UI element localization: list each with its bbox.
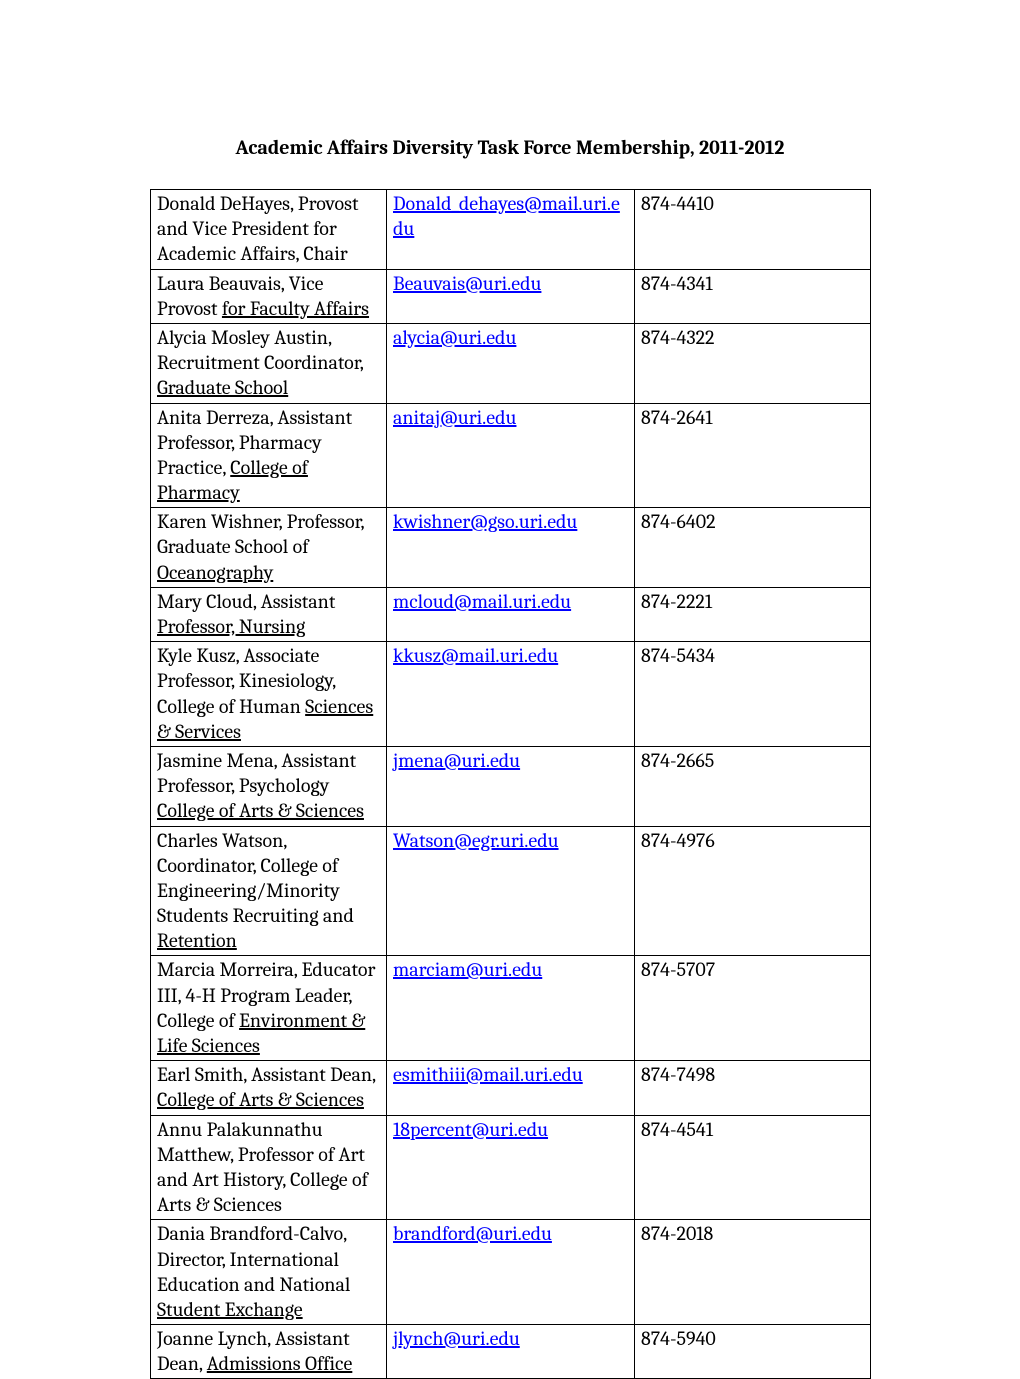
membership-table: Donald DeHayes, Provost and Vice Preside… <box>150 189 871 1379</box>
email-link[interactable]: brandford@uri.edu <box>393 1222 552 1245</box>
email-link[interactable]: anitaj@uri.edu <box>393 406 516 429</box>
document-page: Academic Affairs Diversity Task Force Me… <box>0 0 1020 1320</box>
email-link[interactable]: 18percent@uri.edu <box>393 1118 548 1141</box>
email-cell: 18percent@uri.edu <box>387 1115 635 1220</box>
phone-cell: 874-5940 <box>635 1325 871 1379</box>
email-cell: kwishner@gso.uri.edu <box>387 508 635 588</box>
email-cell: marciam@uri.edu <box>387 956 635 1061</box>
table-row: Charles Watson, Coordinator, College of … <box>151 826 871 956</box>
email-cell: Watson@egr.uri.edu <box>387 826 635 956</box>
name-title-cell: Mary Cloud, Assistant Professor, Nursing <box>151 587 387 641</box>
phone-cell: 874-7498 <box>635 1061 871 1115</box>
table-row: Donald DeHayes, Provost and Vice Preside… <box>151 190 871 270</box>
phone-cell: 874-4322 <box>635 323 871 403</box>
email-cell: jmena@uri.edu <box>387 746 635 826</box>
name-title-cell: Joanne Lynch, Assistant Dean, Admissions… <box>151 1325 387 1379</box>
name-title-cell: Earl Smith, Assistant Dean, College of A… <box>151 1061 387 1115</box>
membership-table-body: Donald DeHayes, Provost and Vice Preside… <box>151 190 871 1379</box>
name-title-cell: Charles Watson, Coordinator, College of … <box>151 826 387 956</box>
phone-cell: 874-6402 <box>635 508 871 588</box>
table-row: Jasmine Mena, Assistant Professor, Psych… <box>151 746 871 826</box>
table-row: Kyle Kusz, Associate Professor, Kinesiol… <box>151 642 871 747</box>
table-row: Annu Palakunnathu Matthew, Professor of … <box>151 1115 871 1220</box>
name-title-cell: Marcia Morreira, Educator III, 4-H Progr… <box>151 956 387 1061</box>
name-title-cell: Dania Brandford-Calvo, Director, Interna… <box>151 1220 387 1325</box>
email-cell: kkusz@mail.uri.edu <box>387 642 635 747</box>
name-title-cell: Anita Derreza, Assistant Professor, Phar… <box>151 403 387 508</box>
email-link[interactable]: jmena@uri.edu <box>393 749 520 772</box>
email-cell: alycia@uri.edu <box>387 323 635 403</box>
table-row: Alycia Mosley Austin, Recruitment Coordi… <box>151 323 871 403</box>
phone-cell: 874-4541 <box>635 1115 871 1220</box>
phone-cell: 874-4341 <box>635 269 871 323</box>
email-link[interactable]: mcloud@mail.uri.edu <box>393 590 571 613</box>
name-title-cell: Alycia Mosley Austin, Recruitment Coordi… <box>151 323 387 403</box>
email-cell: Donald_dehayes@mail.uri.edu <box>387 190 635 270</box>
email-cell: brandford@uri.edu <box>387 1220 635 1325</box>
phone-cell: 874-2018 <box>635 1220 871 1325</box>
email-link[interactable]: marciam@uri.edu <box>393 958 542 981</box>
email-cell: Beauvais@uri.edu <box>387 269 635 323</box>
table-row: Marcia Morreira, Educator III, 4-H Progr… <box>151 956 871 1061</box>
email-link[interactable]: Watson@egr.uri.edu <box>393 829 559 852</box>
table-row: Joanne Lynch, Assistant Dean, Admissions… <box>151 1325 871 1379</box>
email-link[interactable]: Donald_dehayes@mail.uri.edu <box>393 192 620 240</box>
email-link[interactable]: kwishner@gso.uri.edu <box>393 510 577 533</box>
email-cell: anitaj@uri.edu <box>387 403 635 508</box>
email-link[interactable]: kkusz@mail.uri.edu <box>393 644 558 667</box>
table-row: Anita Derreza, Assistant Professor, Phar… <box>151 403 871 508</box>
table-row: Laura Beauvais, Vice Provost for Faculty… <box>151 269 871 323</box>
name-title-cell: Karen Wishner, Professor, Graduate Schoo… <box>151 508 387 588</box>
email-link[interactable]: esmithiii@mail.uri.edu <box>393 1063 583 1086</box>
table-row: Earl Smith, Assistant Dean, College of A… <box>151 1061 871 1115</box>
email-link[interactable]: alycia@uri.edu <box>393 326 516 349</box>
table-row: Karen Wishner, Professor, Graduate Schoo… <box>151 508 871 588</box>
phone-cell: 874-2641 <box>635 403 871 508</box>
table-row: Dania Brandford-Calvo, Director, Interna… <box>151 1220 871 1325</box>
phone-cell: 874-4976 <box>635 826 871 956</box>
table-row: Mary Cloud, Assistant Professor, Nursing… <box>151 587 871 641</box>
name-title-cell: Donald DeHayes, Provost and Vice Preside… <box>151 190 387 270</box>
email-cell: jlynch@uri.edu <box>387 1325 635 1379</box>
name-title-cell: Laura Beauvais, Vice Provost for Faculty… <box>151 269 387 323</box>
email-link[interactable]: Beauvais@uri.edu <box>393 272 541 295</box>
phone-cell: 874-2665 <box>635 746 871 826</box>
email-link[interactable]: jlynch@uri.edu <box>393 1327 520 1350</box>
name-title-cell: Kyle Kusz, Associate Professor, Kinesiol… <box>151 642 387 747</box>
phone-cell: 874-4410 <box>635 190 871 270</box>
name-title-cell: Annu Palakunnathu Matthew, Professor of … <box>151 1115 387 1220</box>
page-title: Academic Affairs Diversity Task Force Me… <box>150 135 870 161</box>
name-title-cell: Jasmine Mena, Assistant Professor, Psych… <box>151 746 387 826</box>
email-cell: esmithiii@mail.uri.edu <box>387 1061 635 1115</box>
phone-cell: 874-5434 <box>635 642 871 747</box>
phone-cell: 874-5707 <box>635 956 871 1061</box>
phone-cell: 874-2221 <box>635 587 871 641</box>
email-cell: mcloud@mail.uri.edu <box>387 587 635 641</box>
